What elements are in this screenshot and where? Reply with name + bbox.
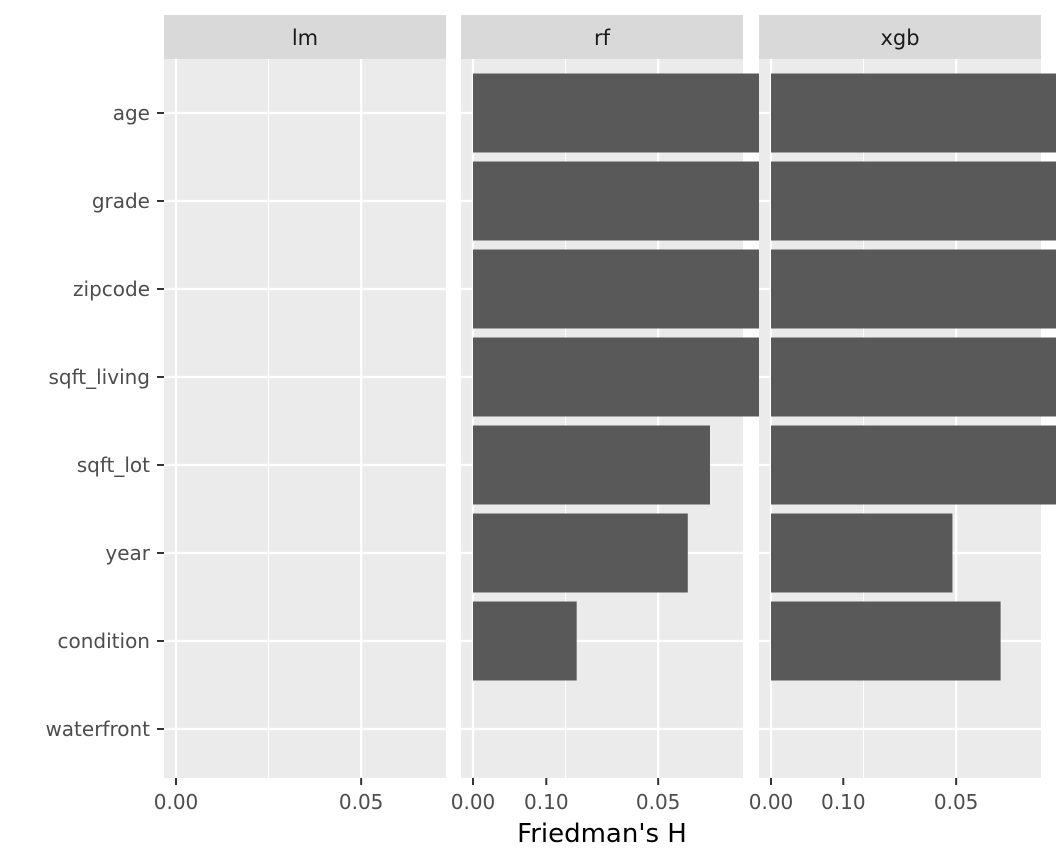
facet-strip <box>759 15 1041 59</box>
facet-strip-label: xgb <box>880 26 919 50</box>
bar-xgb-grade <box>771 161 1056 241</box>
y-tick-label: zipcode <box>73 277 150 301</box>
x-axis: 0.000.050.100.000.050.100.000.050.10 <box>154 778 979 814</box>
y-tick-label: sqft_living <box>48 365 150 389</box>
x-tick-label: 0.05 <box>636 790 681 814</box>
x-tick-label: 0.05 <box>339 790 384 814</box>
facet-strip-label: rf <box>594 26 611 50</box>
x-tick-label: 0.00 <box>749 790 794 814</box>
x-tick-label: 0.00 <box>451 790 496 814</box>
facet-panel-rf: rf <box>461 15 988 778</box>
bar-xgb-year <box>771 513 953 593</box>
facet-panel-xgb: xgb <box>759 15 1056 778</box>
y-tick-label: grade <box>92 189 150 213</box>
x-axis-title: Friedman's H <box>517 819 687 849</box>
bar-xgb-sqft_lot <box>771 425 1056 505</box>
x-tick-label: 0.10 <box>821 790 866 814</box>
x-tick-label: 0.05 <box>934 790 979 814</box>
x-tick-label: 0.00 <box>154 790 199 814</box>
y-tick-label: year <box>105 541 150 565</box>
panel-background <box>164 59 446 778</box>
x-tick-label: 0.10 <box>524 790 569 814</box>
bar-xgb-condition <box>771 601 1001 681</box>
bar-rf-sqft_lot <box>473 425 710 505</box>
bar-xgb-zipcode <box>771 249 1056 329</box>
y-tick-label: sqft_lot <box>77 453 150 477</box>
y-tick-label: age <box>113 101 150 125</box>
bar-rf-year <box>473 513 688 593</box>
bar-xgb-sqft_living <box>771 337 1056 417</box>
panels-layer: lm rf xgb <box>164 15 1056 778</box>
facet-strip-label: lm <box>292 26 318 50</box>
bar-rf-condition <box>473 601 577 681</box>
y-tick-label: waterfront <box>45 717 150 741</box>
facet-strip <box>164 15 446 59</box>
facet-strip <box>461 15 743 59</box>
bar-xgb-age <box>771 73 1056 153</box>
y-tick-label: condition <box>58 629 150 653</box>
